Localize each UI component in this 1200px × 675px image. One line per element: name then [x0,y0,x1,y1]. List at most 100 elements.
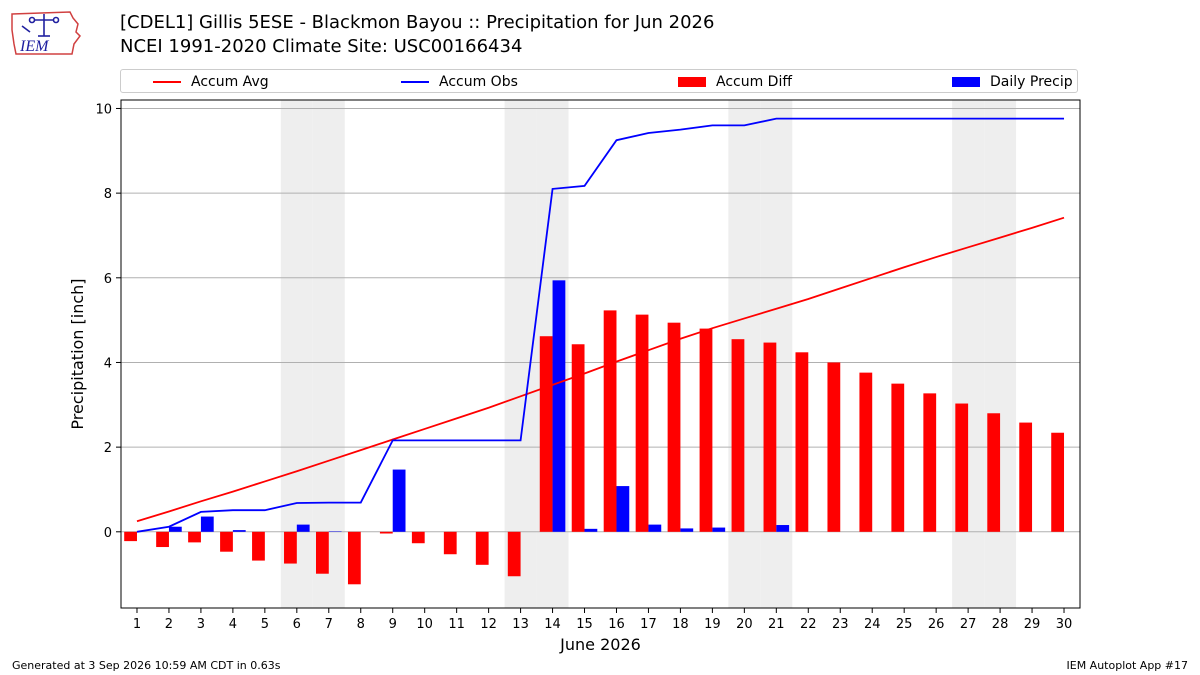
y-tick-label: 0 [104,526,112,541]
accum-diff-bar [923,393,937,532]
legend-item-accum-avg: Accum Avg [153,70,269,94]
daily-precip-bar [232,530,246,532]
daily-precip-bar [296,524,310,532]
x-tick-label: 18 [672,617,689,632]
accum-avg-line [136,216,1065,523]
accum-diff-bar [252,531,265,561]
chart-subtitle: NCEI 1991-2020 Climate Site: USC00166434 [120,36,523,57]
accum-diff-bar [220,531,233,552]
accum-diff-bar [475,531,489,565]
accum-diff-bar [284,531,297,564]
x-tick-label: 22 [800,617,817,632]
accum-obs-swatch-icon [401,81,429,83]
y-axis-label: Precipitation [inch] [68,278,87,429]
accum-diff-bar [1051,432,1065,532]
x-tick-label: 10 [416,617,433,632]
weather-station-icon [21,14,60,37]
accum-obs-line [136,117,1065,533]
legend: Accum Avg Accum Obs Accum Diff Daily Pre… [120,69,1078,93]
accum-diff-bar [571,344,585,532]
legend-label: Accum Obs [439,74,518,90]
x-tick-label: 26 [928,617,945,632]
daily-precip-bar [584,528,598,532]
daily-precip-bar [168,526,182,532]
accum-diff-bar [667,322,681,532]
accum-diff-bar [156,531,169,548]
x-tick-label: 29 [1024,617,1041,632]
y-tick-label: 2 [104,441,112,456]
accum-diff-bar [603,310,617,532]
accum-diff-bar [635,314,649,532]
y-tick-label: 6 [104,272,112,287]
x-tick-label: 28 [992,617,1009,632]
x-tick-label: 11 [448,617,465,632]
chart-title: [CDEL1] Gillis 5ESE - Blackmon Bayou :: … [120,12,715,33]
accum-diff-bar [763,342,777,532]
x-axis-label: June 2026 [559,635,641,654]
app-id: IEM Autoplot App #17 [1066,659,1189,672]
accum-diff-bar [379,531,393,534]
x-tick-label: 3 [197,617,205,632]
x-tick-label: 9 [389,617,397,632]
generated-timestamp: Generated at 3 Sep 2026 10:59 AM CDT in … [12,659,281,672]
iowa-state-outline-icon [11,11,81,55]
accum-diff-bar [731,339,745,532]
x-tick-label: 7 [325,617,333,632]
weekend-shade [280,100,313,608]
accum-diff-bar [539,336,553,532]
daily-precip-bar [680,528,694,532]
legend-label: Accum Avg [191,74,269,90]
x-tick-label: 21 [768,617,785,632]
accum-diff-bar [827,362,841,532]
x-tick-label: 27 [960,617,977,632]
legend-label: Daily Precip [990,74,1073,90]
y-tick-label: 4 [104,356,112,371]
accum-diff-bar [891,383,905,532]
x-tick-label: 25 [896,617,913,632]
x-tick-label: 5 [261,617,269,632]
daily-precip-bar [776,525,790,532]
daily-precip-bar [552,280,566,532]
accum-diff-bar [443,531,457,555]
x-tick-label: 16 [608,617,625,632]
x-tick-label: 12 [480,617,497,632]
x-tick-label: 30 [1056,617,1073,632]
accum-diff-bar [347,531,361,585]
daily-precip-bar [616,486,630,532]
y-tick-label: 10 [95,102,112,117]
accum-diff-bar [188,531,201,543]
daily-precip-swatch-icon [952,77,980,87]
daily-precip-bar [392,469,406,532]
x-tick-label: 14 [544,617,561,632]
accum-diff-bar [987,413,1001,532]
x-tick-label: 6 [293,617,301,632]
daily-precip-bar [200,516,214,532]
accum-diff-bar [699,328,713,532]
accum-avg-swatch-icon [153,81,181,83]
x-tick-label: 19 [704,617,721,632]
accum-diff-bar [507,531,521,577]
x-tick-label: 24 [864,617,881,632]
x-tick-label: 17 [640,617,657,632]
logo-text: IEM [19,38,50,55]
x-tick-label: 8 [357,617,365,632]
x-tick-label: 23 [832,617,849,632]
x-tick-label: 4 [229,617,237,632]
legend-item-accum-diff: Accum Diff [678,70,792,94]
x-tick-label: 1 [133,617,141,632]
legend-item-daily-precip: Daily Precip [952,70,1073,94]
accum-diff-bar [1019,422,1033,532]
accum-diff-swatch-icon [678,77,706,87]
accum-diff-bar [124,531,137,542]
accum-diff-bar [315,531,329,574]
accum-diff-bar [795,352,809,532]
iem-logo: IEM [11,11,81,55]
x-tick-label: 15 [576,617,593,632]
daily-precip-bar [712,527,726,532]
legend-label: Accum Diff [716,74,793,90]
plot-frame [120,99,1081,609]
accum-diff-bar [955,403,969,532]
accum-diff-bar [411,531,425,544]
y-tick-label: 8 [104,187,112,202]
